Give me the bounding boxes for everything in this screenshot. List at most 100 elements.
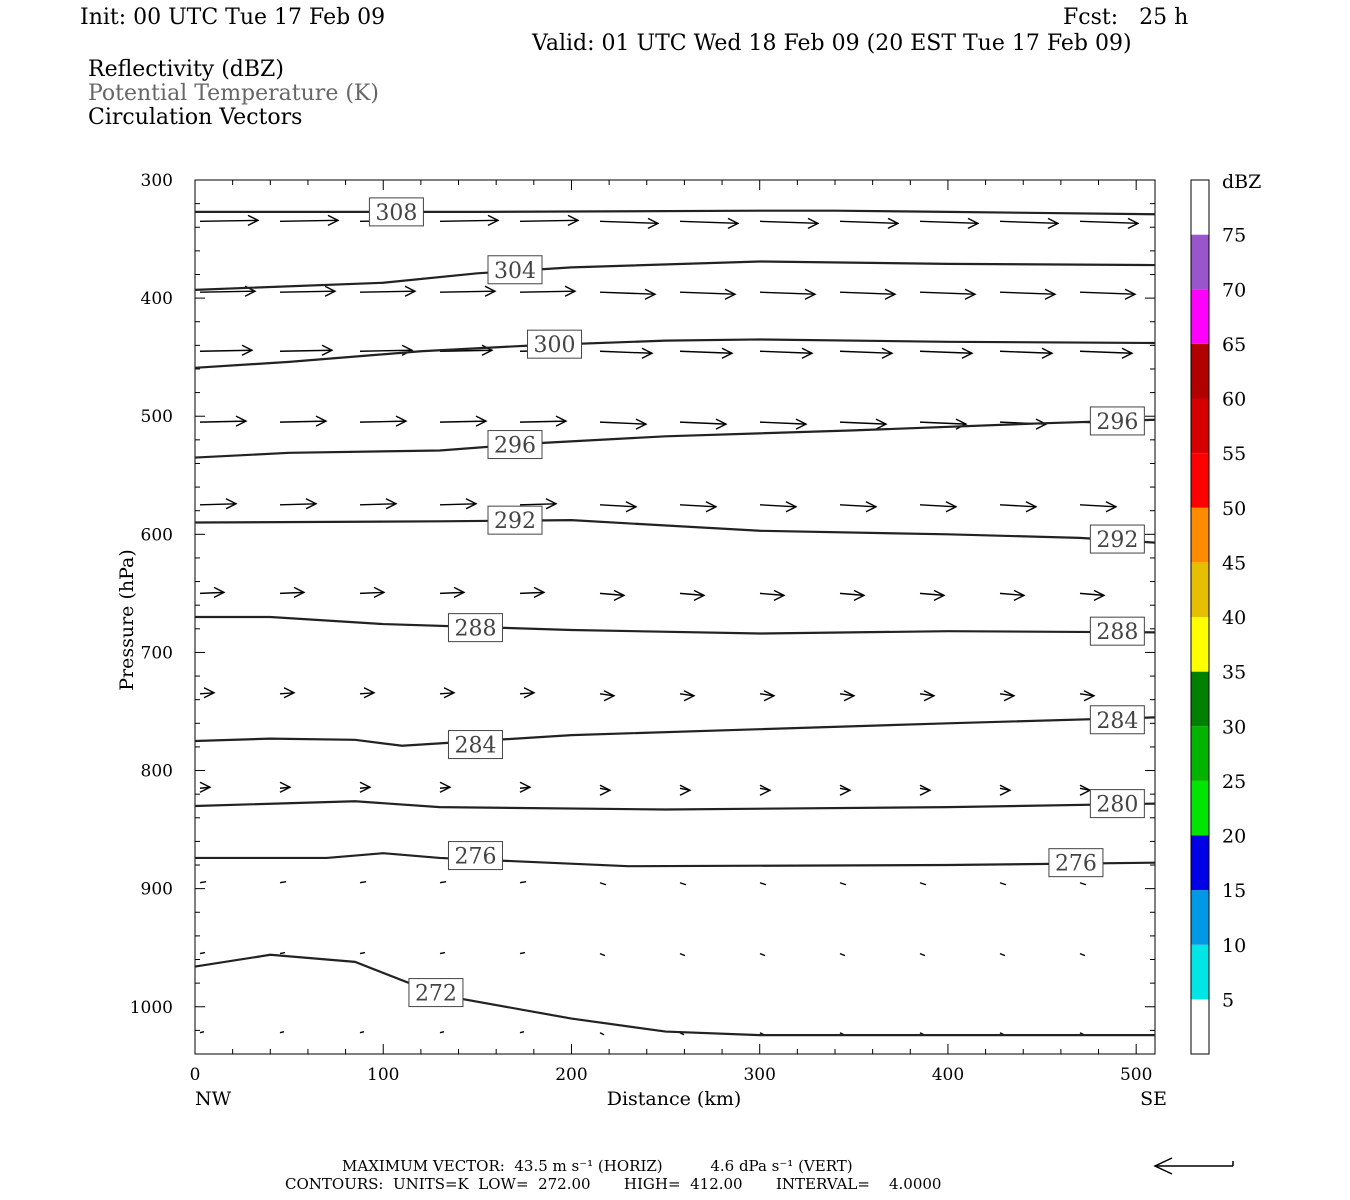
circulation-vector-head [475,415,488,427]
y-tick-label: 900 [141,880,173,900]
y-tick-label: 500 [141,407,173,427]
circulation-vector [199,503,237,506]
circulation-vector-head [327,214,340,226]
colorbar: 5 10 15 20 25 30 35 40 45 50 55 60 65 70 75 [1190,179,1246,1055]
circulation-vector-head [964,288,977,300]
circulation-vector-head [613,589,626,602]
circulation-vector-head [1093,589,1106,602]
circulation-vector [919,882,927,886]
contour-label-box [487,255,543,285]
circulation-vector-head [795,418,808,430]
forecast-hour: Fcst: 25 h [1063,5,1189,30]
circulation-vector [199,349,253,352]
circulation-vector [1079,952,1086,957]
circulation-vector-head [967,217,980,229]
circulation-vector-head [1127,217,1140,229]
contour-label-box [1089,524,1145,554]
y-tick-label: 300 [141,171,173,191]
circulation-vector-head [933,589,946,602]
colorbar-swatch [1191,780,1209,836]
circulation-vector-head [1124,288,1137,300]
circulation-vector [919,504,957,508]
contour-label: 304 [494,259,536,284]
field-reflectivity: Reflectivity (dBZ) [88,57,284,82]
contour-label-box [1089,789,1145,819]
circulation-vector [1079,291,1136,295]
circulation-vector [919,421,967,425]
circulation-vector-head [555,415,568,427]
colorbar-level-label: 50 [1222,498,1246,520]
circulation-vector [679,693,695,697]
colorbar-level-label: 15 [1222,880,1246,902]
y-axis-label: Pressure (hPa) [116,549,138,691]
circulation-vector-head [404,285,417,297]
colorbar-swatch [1191,890,1209,945]
colorbar-level-label: 10 [1222,935,1246,957]
circulation-vector [759,350,813,354]
circulation-vector [279,951,286,955]
circulation-vector [599,693,615,697]
circulation-vector-head [801,347,814,359]
contour-label-box [408,978,464,1008]
contour-label: 296 [1096,410,1138,435]
circulation-vector [279,503,317,506]
circulation-vector-head [919,784,932,796]
circulation-vector-head [1041,347,1054,359]
circulation-vector [359,1031,365,1034]
x-tick-label: 500 [1120,1065,1152,1085]
contour-label: 300 [534,333,576,358]
circulation-vector [759,592,785,597]
theta-contour-292 [194,519,1156,544]
circulation-vector [1079,350,1133,354]
circulation-vector [599,421,647,425]
colorbar-swatch [1191,234,1209,290]
circulation-vector-head [945,501,958,513]
circulation-vector [439,503,477,506]
circulation-vector [279,591,305,595]
x-tick-label: 300 [743,1065,775,1085]
circulation-vector-head [1079,784,1092,796]
colorbar-title: dBZ [1222,171,1261,193]
circulation-vector [199,692,215,695]
circulation-vector-head [213,586,226,599]
circulation-vector [839,592,865,597]
contour-info: CONTOURS: UNITS=K LOW= 272.00 HIGH= 412.… [285,1175,942,1193]
colorbar-swatch [1191,507,1209,563]
reference-vector-arrow [1153,1157,1234,1175]
circulation-vector-head [241,344,254,356]
field-circulation-vectors: Circulation Vectors [88,105,303,130]
x-tick-label: 400 [932,1065,964,1085]
circulation-vector-head [225,498,238,510]
circulation-vector-head [721,347,734,359]
y-tick-label: 400 [141,289,173,309]
circulation-vector [439,692,455,695]
circulation-vector-head [839,784,852,796]
circulation-vector [199,420,247,423]
colorbar-swatch [1191,180,1209,235]
circulation-vector [439,881,447,884]
circulation-vector-head [293,586,306,599]
circulation-vector [519,1031,525,1034]
circulation-vector [359,591,385,595]
circulation-vector [439,290,496,293]
colorbar-level-label: 75 [1222,225,1246,247]
circulation-vector-head [199,781,212,793]
circulation-vector-head [763,690,776,702]
circulation-vector [919,592,945,597]
circulation-vector-head [599,784,612,796]
circulation-vector [279,881,287,884]
circulation-vector-head [635,418,648,430]
circulation-vector [759,504,797,508]
circulation-vector-head [759,784,772,796]
circulation-vector [839,882,847,886]
circulation-vector [199,591,225,595]
circulation-vector [679,350,733,354]
theta-contour-284 [194,716,1156,747]
circulation-vector [519,420,567,423]
circulation-vector-head [961,347,974,359]
colorbar-level-label: 25 [1222,771,1246,793]
circulation-vector [359,503,397,506]
circulation-vector [599,504,637,508]
circulation-vector [839,952,846,957]
circulation-vector [519,290,576,293]
